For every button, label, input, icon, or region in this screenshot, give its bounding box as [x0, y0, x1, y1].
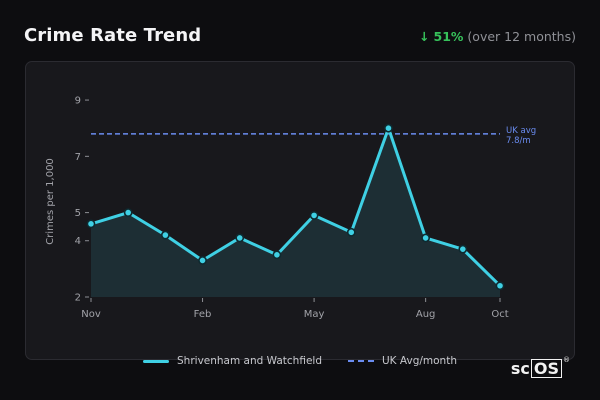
- change-summary: ↓ 51% (over 12 months): [419, 29, 576, 44]
- data-point[interactable]: [495, 281, 505, 291]
- x-tick-label: Aug: [416, 309, 436, 320]
- change-note: (over 12 months): [467, 29, 576, 44]
- legend-series-label: Shrivenham and Watchfield: [177, 355, 322, 367]
- y-axis-label: Crimes per 1,000: [45, 158, 56, 245]
- legend-reference-label: UK Avg/month: [382, 355, 457, 367]
- x-tick-label: Feb: [194, 309, 212, 320]
- chart-panel: [25, 61, 575, 360]
- series-points: [86, 123, 505, 291]
- data-point[interactable]: [198, 256, 207, 265]
- uk-average-value-label: 7.8/m: [506, 136, 531, 146]
- data-point[interactable]: [346, 227, 356, 237]
- series-swatch: [143, 359, 170, 363]
- down-arrow-icon: ↓: [419, 29, 430, 44]
- uk-average-label: UK avg: [506, 126, 536, 136]
- data-point[interactable]: [272, 250, 282, 260]
- data-point[interactable]: [309, 211, 319, 220]
- brand-logo: sc OS ®: [510, 356, 570, 378]
- data-point[interactable]: [123, 208, 133, 217]
- legend-item-reference[interactable]: UK Avg/month: [348, 355, 457, 367]
- y-axis: 2 4 5 7 9: [75, 96, 89, 304]
- data-point[interactable]: [235, 233, 245, 243]
- y-tick-label: 4: [75, 236, 81, 247]
- reference-swatch: [348, 360, 374, 362]
- legend-item-series[interactable]: Shrivenham and Watchfield: [143, 355, 322, 367]
- series-area: [91, 128, 500, 297]
- data-point[interactable]: [86, 219, 96, 229]
- chart-title: Crime Rate Trend: [24, 25, 202, 46]
- data-point[interactable]: [421, 233, 431, 243]
- y-tick-label: 5: [75, 208, 81, 219]
- x-tick-label: May: [304, 309, 325, 320]
- legend: Shrivenham and Watchfield UK Avg/month: [0, 355, 600, 367]
- y-tick-label: 7: [75, 152, 81, 163]
- data-point[interactable]: [384, 123, 393, 133]
- y-tick-label: 2: [75, 293, 81, 304]
- data-point[interactable]: [160, 230, 170, 240]
- registered-mark: ®: [563, 356, 570, 364]
- brand-boxed: OS: [530, 359, 562, 378]
- series-line: [90, 126, 502, 287]
- x-tick-label: Nov: [81, 309, 101, 320]
- x-tick-label: Oct: [491, 309, 508, 320]
- data-point[interactable]: [458, 244, 468, 254]
- x-axis: Nov Feb May Aug Oct: [81, 298, 509, 320]
- y-tick-label: 9: [75, 96, 81, 107]
- brand-prefix: sc: [510, 359, 530, 378]
- change-percent: 51%: [433, 29, 464, 44]
